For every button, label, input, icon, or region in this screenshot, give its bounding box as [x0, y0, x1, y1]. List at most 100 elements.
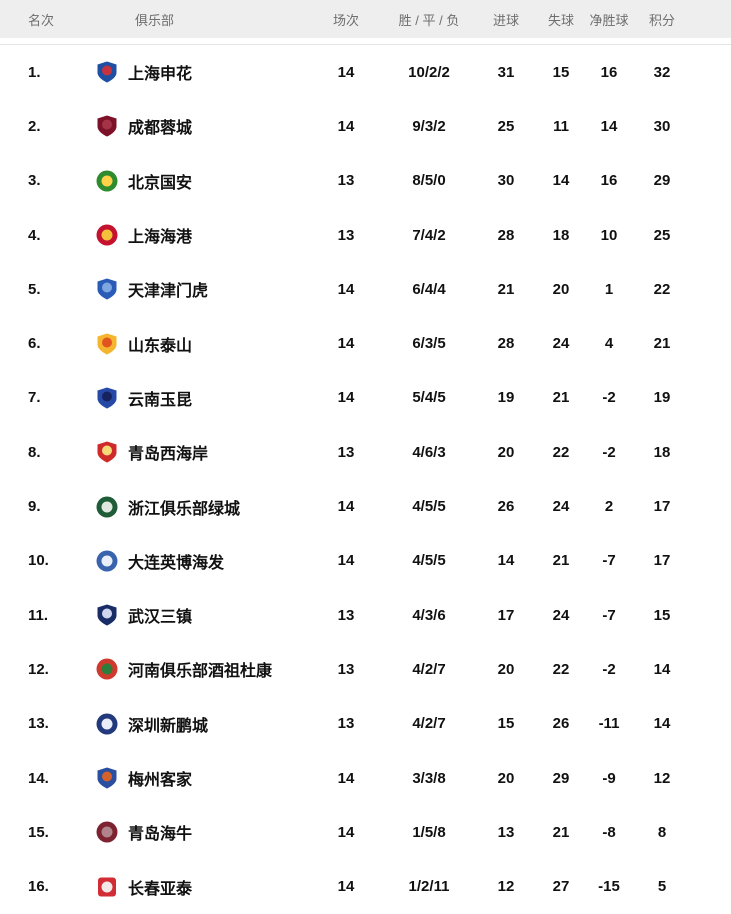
table-body: 1. 上海申花 14 10/2/2 31 15 16 32 2. 成都蓉城 14…	[0, 45, 731, 914]
goals-for-cell: 20	[497, 660, 515, 678]
header-goals-for: 进球	[492, 12, 519, 28]
wdl-cell: 4/6/3	[412, 443, 446, 461]
goal-diff-cell: -9	[602, 769, 616, 787]
goal-diff-cell: -2	[602, 389, 616, 407]
club-cell[interactable]: 深圳新鹏城	[65, 712, 310, 736]
points-cell: 18	[653, 443, 671, 461]
goals-against-cell: 29	[552, 769, 570, 787]
points-cell: 30	[653, 117, 671, 135]
table-row: 2. 成都蓉城 14 9/3/2 25 11 14 30	[0, 99, 731, 153]
club-cell[interactable]: 大连英博海发	[65, 549, 310, 573]
club-name[interactable]: 青岛海牛	[128, 826, 193, 844]
wdl-cell: 10/2/2	[408, 63, 450, 81]
goals-for-cell: 17	[497, 606, 515, 624]
goals-against-cell: 18	[552, 226, 570, 244]
wdl-cell: 4/5/5	[412, 498, 446, 516]
rank-cell: 15.	[28, 823, 49, 841]
club-cell[interactable]: 北京国安	[65, 169, 310, 193]
club-logo-icon	[95, 386, 119, 410]
goals-against-cell: 21	[552, 389, 570, 407]
wdl-cell: 4/2/7	[412, 715, 446, 733]
header-divider	[0, 44, 731, 45]
club-cell[interactable]: 云南玉昆	[65, 386, 310, 410]
table-row: 11. 武汉三镇 13 4/3/6 17 24 -7 15	[0, 588, 731, 642]
rank-cell: 11.	[28, 606, 49, 624]
club-name[interactable]: 成都蓉城	[128, 120, 193, 138]
goal-diff-cell: -8	[602, 823, 616, 841]
club-name[interactable]: 浙江俱乐部绿城	[128, 500, 241, 518]
goal-diff-cell: 16	[600, 172, 618, 190]
goals-against-cell: 20	[552, 280, 570, 298]
table-row: 6. 山东泰山 14 6/3/5 28 24 4 21	[0, 316, 731, 370]
club-name[interactable]: 大连英博海发	[128, 554, 225, 572]
matches-cell: 13	[337, 172, 355, 190]
wdl-cell: 6/4/4	[412, 280, 446, 298]
goal-diff-cell: 16	[600, 63, 618, 81]
club-cell[interactable]: 浙江俱乐部绿城	[65, 495, 310, 519]
goals-for-cell: 20	[497, 769, 515, 787]
club-cell[interactable]: 上海海港	[65, 223, 310, 247]
table-row: 8. 青岛西海岸 13 4/6/3 20 22 -2 18	[0, 425, 731, 479]
matches-cell: 14	[337, 552, 355, 570]
table-row: 5. 天津津门虎 14 6/4/4 21 20 1 22	[0, 262, 731, 316]
header-matches: 场次	[332, 12, 359, 28]
club-name[interactable]: 河南俱乐部酒祖杜康	[128, 663, 273, 681]
table-row: 1. 上海申花 14 10/2/2 31 15 16 32	[0, 45, 731, 99]
goals-against-cell: 21	[552, 823, 570, 841]
club-cell[interactable]: 青岛海牛	[65, 820, 310, 844]
club-logo-icon	[95, 223, 119, 247]
header-wdl: 胜 / 平 / 负	[398, 12, 460, 28]
goal-diff-cell: -7	[602, 552, 616, 570]
club-cell[interactable]: 青岛西海岸	[65, 440, 310, 464]
table-row: 9. 浙江俱乐部绿城 14 4/5/5 26 24 2 17	[0, 479, 731, 533]
points-cell: 17	[653, 498, 671, 516]
goals-for-cell: 14	[497, 552, 515, 570]
club-name[interactable]: 武汉三镇	[128, 609, 193, 627]
goal-diff-cell: 10	[600, 226, 618, 244]
club-name[interactable]: 山东泰山	[128, 337, 193, 355]
goals-against-cell: 27	[552, 878, 570, 896]
goal-diff-cell: 1	[604, 280, 614, 298]
goal-diff-cell: 2	[604, 498, 614, 516]
club-cell[interactable]: 河南俱乐部酒祖杜康	[65, 657, 310, 681]
header-rank: 名次	[28, 12, 55, 28]
club-name[interactable]: 梅州客家	[128, 772, 193, 789]
club-cell[interactable]: 山东泰山	[65, 332, 310, 356]
club-name[interactable]: 长春亚泰	[128, 880, 193, 898]
table-row: 10. 大连英博海发 14 4/5/5 14 21 -7 17	[0, 534, 731, 588]
matches-cell: 14	[337, 769, 355, 787]
club-name[interactable]: 青岛西海岸	[128, 446, 209, 464]
club-cell[interactable]: 梅州客家	[65, 766, 310, 790]
goals-against-cell: 22	[552, 660, 570, 678]
wdl-cell: 5/4/5	[412, 389, 446, 407]
club-name[interactable]: 深圳新鹏城	[128, 717, 209, 735]
club-name[interactable]: 上海海港	[128, 229, 193, 247]
club-cell[interactable]: 武汉三镇	[65, 603, 310, 627]
wdl-cell: 6/3/5	[412, 335, 446, 353]
matches-cell: 14	[337, 63, 355, 81]
club-logo-icon	[95, 114, 119, 138]
club-cell[interactable]: 长春亚泰	[65, 875, 310, 899]
goals-for-cell: 20	[497, 443, 515, 461]
club-name[interactable]: 云南玉昆	[128, 391, 193, 409]
wdl-cell: 8/5/0	[412, 172, 446, 190]
club-name[interactable]: 天津津门虎	[128, 283, 209, 301]
club-cell[interactable]: 成都蓉城	[65, 114, 310, 138]
matches-cell: 13	[337, 715, 355, 733]
club-cell[interactable]: 上海申花	[65, 60, 310, 84]
club-name[interactable]: 上海申花	[128, 66, 193, 84]
matches-cell: 14	[337, 878, 355, 896]
club-name[interactable]: 北京国安	[128, 174, 193, 192]
wdl-cell: 1/5/8	[412, 823, 446, 841]
goals-for-cell: 21	[497, 280, 515, 298]
points-cell: 12	[653, 769, 671, 787]
goal-diff-cell: -2	[602, 443, 616, 461]
table-row: 12. 河南俱乐部酒祖杜康 13 4/2/7 20 22 -2 14	[0, 642, 731, 696]
rank-cell: 8.	[28, 443, 41, 461]
rank-cell: 13.	[28, 715, 49, 733]
goals-against-cell: 24	[552, 606, 570, 624]
points-cell: 29	[653, 172, 671, 190]
points-cell: 22	[653, 280, 671, 298]
club-cell[interactable]: 天津津门虎	[65, 277, 310, 301]
club-logo-icon	[95, 875, 119, 899]
